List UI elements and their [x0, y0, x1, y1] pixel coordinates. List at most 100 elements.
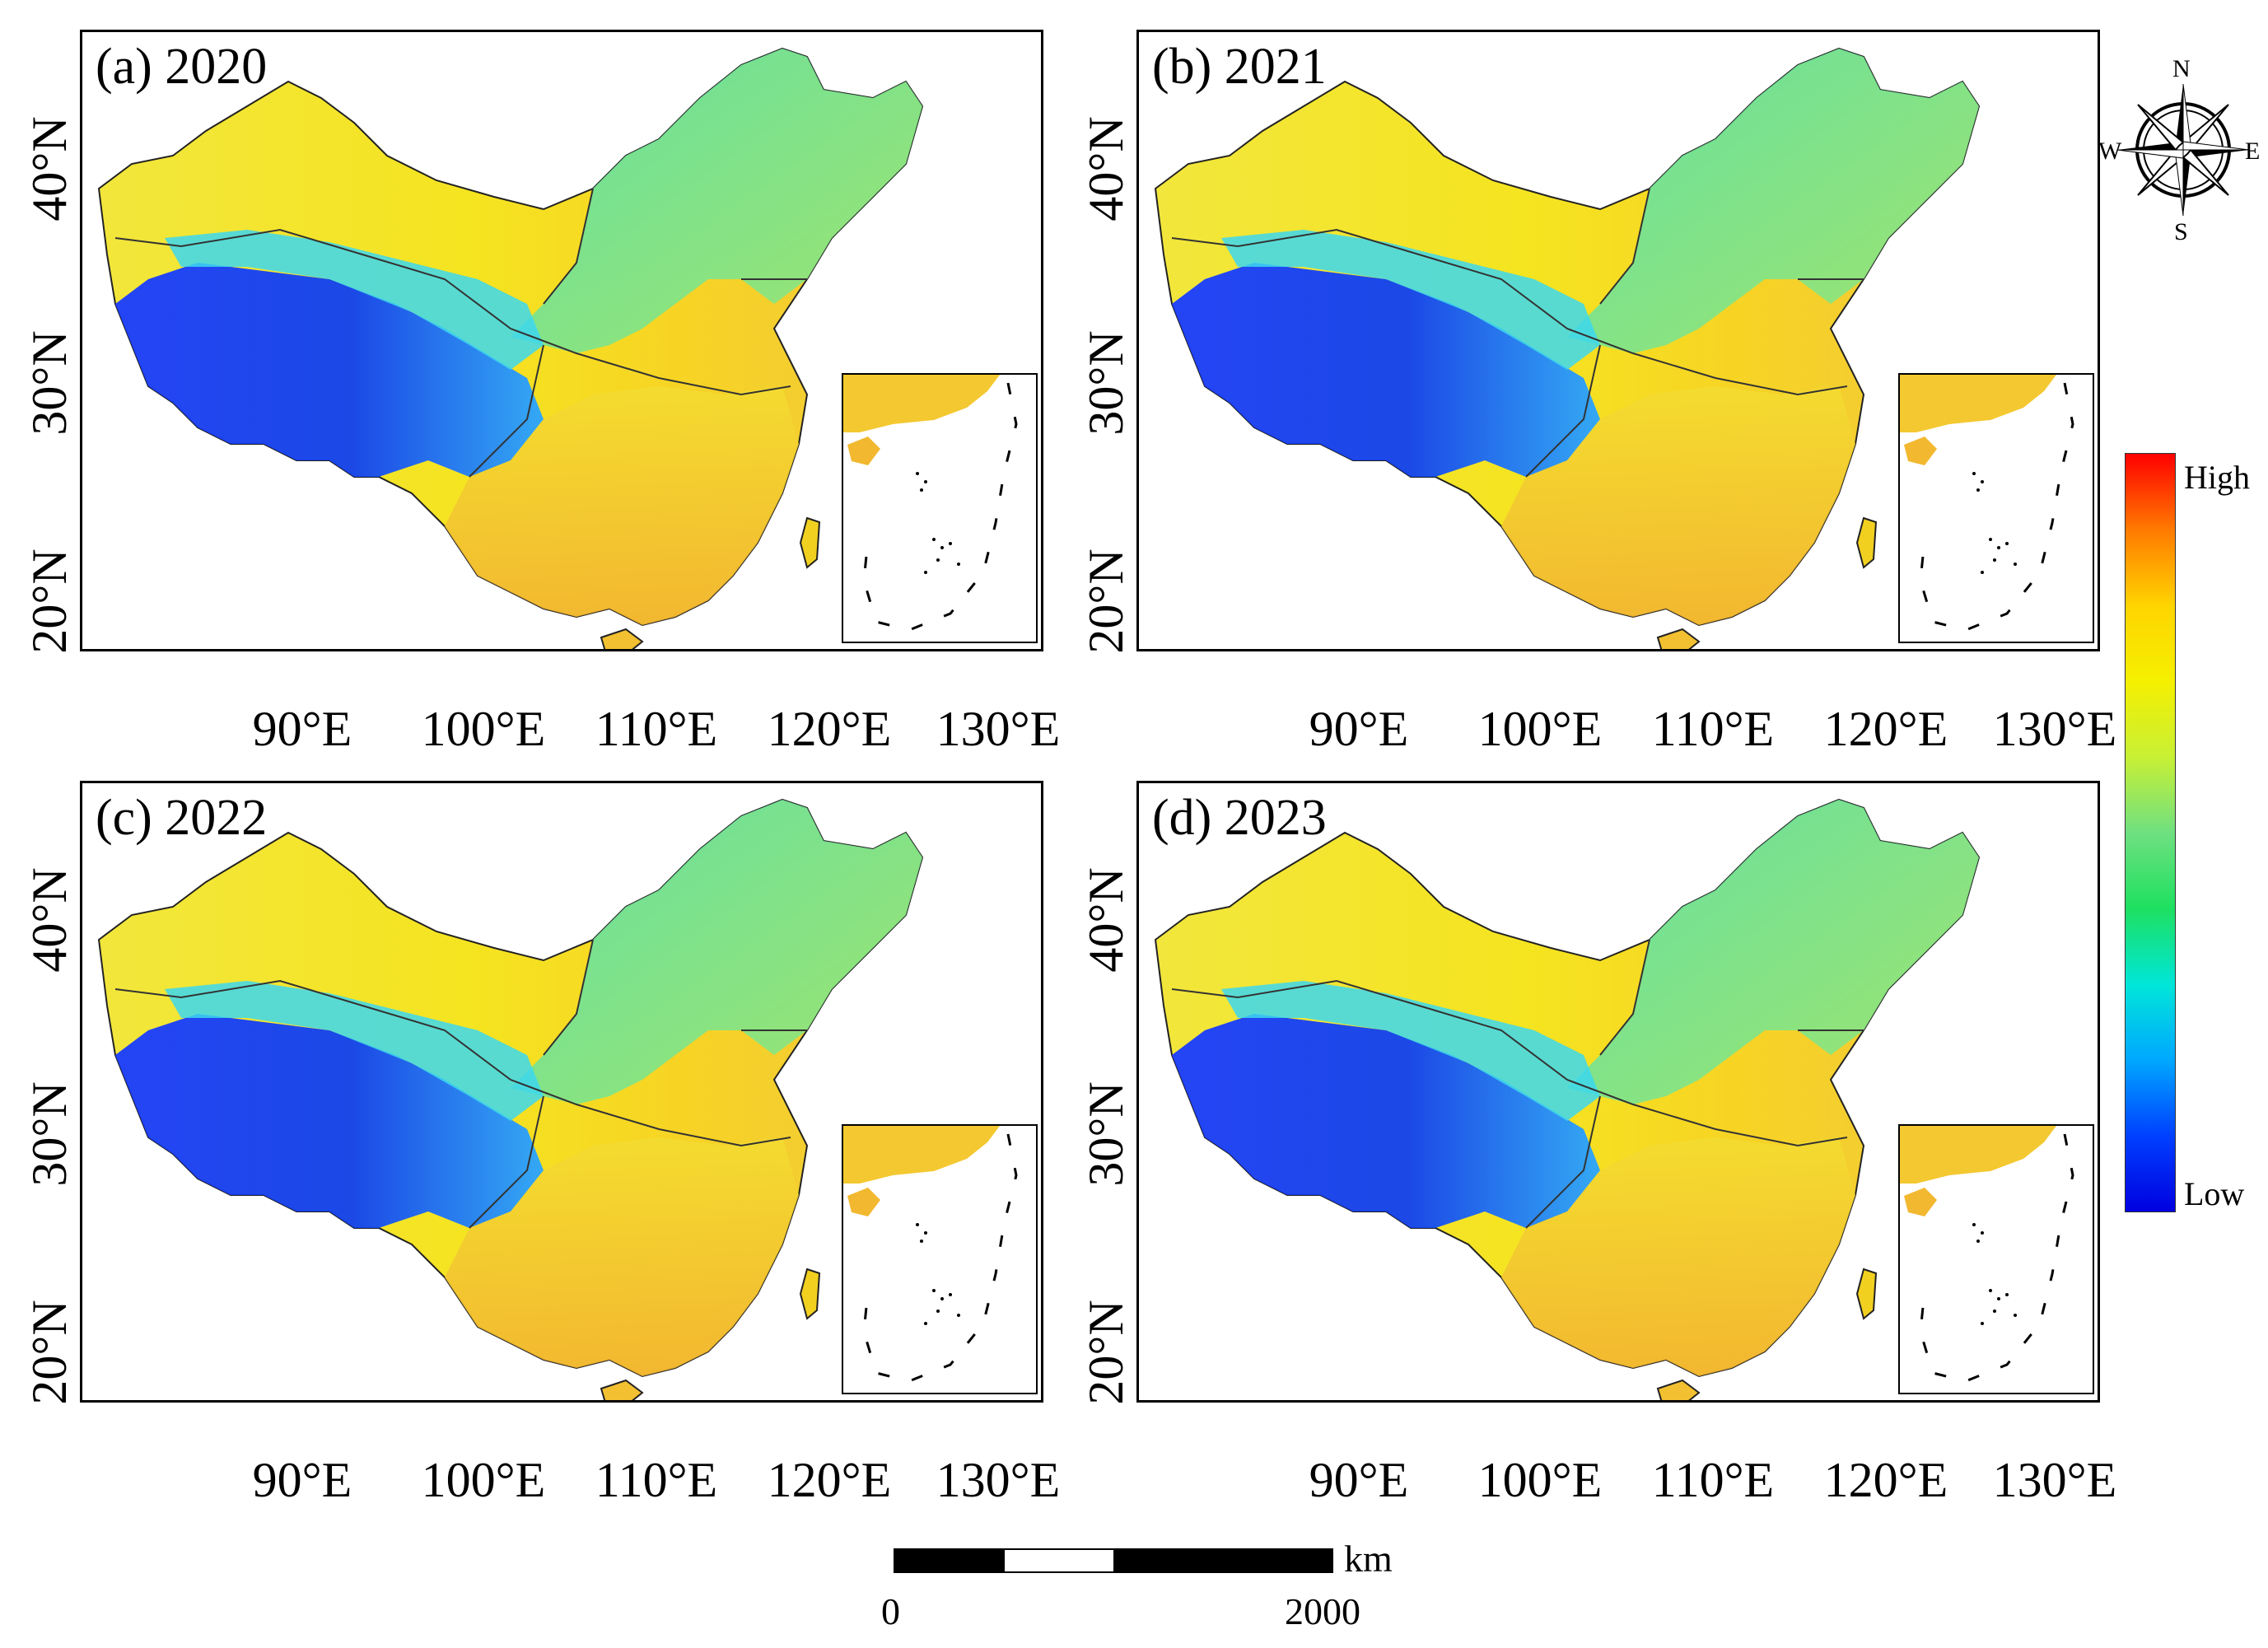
lon-label-130e: 130°E [936, 1453, 1061, 1507]
taiwan-island [1855, 1268, 1878, 1320]
west-label: W [2098, 138, 2122, 165]
northeast-region [511, 49, 922, 353]
inset-islands [1972, 472, 2017, 574]
inset-land [843, 375, 1000, 432]
east-label: E [2245, 138, 2261, 165]
southern-region [1501, 1137, 1855, 1376]
northeast-region [1567, 49, 1979, 353]
panel-title: (a) 2020 [96, 39, 268, 95]
lat-label-30n: 30°N [1079, 330, 1133, 436]
map-panel-a: (a) 2020 [80, 30, 1043, 651]
qaidam-band [1221, 981, 1600, 1121]
lon-label-100e: 100°E [421, 1453, 546, 1507]
lon-label-110e: 110°E [1651, 702, 1775, 756]
lat-label-40n: 40°N [1079, 116, 1133, 222]
south-china-sea-inset [1898, 373, 2094, 643]
color-ramp-legend [2125, 453, 2176, 1212]
hainan-island [1656, 628, 1701, 649]
tibet-plateau-region [1172, 1014, 1600, 1228]
scale-bar-segment [895, 1550, 1005, 1571]
north-label: N [2172, 55, 2191, 82]
region-boundary [1171, 939, 1864, 1229]
panel-title: (b) 2021 [1152, 39, 1327, 95]
lon-label-130e: 130°E [1992, 702, 2117, 756]
lat-label-40n: 40°N [22, 116, 77, 222]
taiwan-island [799, 516, 821, 569]
northeast-region [1567, 800, 1979, 1104]
scale-bar [894, 1548, 1333, 1573]
lat-label-40n: 40°N [22, 867, 77, 973]
lon-label-100e: 100°E [421, 702, 546, 756]
region-boundary [114, 939, 807, 1229]
tibet-plateau-region [1172, 263, 1600, 477]
north-arrow: N S W E [2098, 55, 2260, 245]
lon-label-110e: 110°E [595, 1453, 718, 1507]
inset-land [1900, 375, 2056, 432]
china-map-d [1154, 798, 1981, 1400]
hainan-island [1656, 1379, 1701, 1400]
region-boundary [114, 188, 807, 478]
lon-label-130e: 130°E [1992, 1453, 2117, 1507]
scale-bar-segment [1004, 1550, 1113, 1571]
lon-label-90e: 90°E [252, 1453, 352, 1507]
south-label: S [2174, 218, 2188, 245]
lon-label-90e: 90°E [252, 702, 352, 756]
qaidam-band [165, 981, 544, 1121]
lat-label-30n: 30°N [22, 330, 77, 436]
lon-label-100e: 100°E [1477, 702, 1603, 756]
inset-nine-dash-line [862, 1133, 1018, 1383]
region-boundary [1171, 188, 1864, 478]
taiwan-island [1855, 516, 1878, 569]
inset-islands [1972, 1223, 2017, 1325]
inset-islands [916, 1223, 960, 1325]
china-map-a [97, 47, 924, 649]
lat-label-30n: 30°N [22, 1081, 77, 1187]
scale-start-label: 0 [881, 1590, 900, 1632]
china-map-c [97, 798, 924, 1400]
lon-label-90e: 90°E [1309, 702, 1409, 756]
lat-label-20n: 20°N [22, 549, 77, 654]
lon-label-100e: 100°E [1477, 1453, 1603, 1507]
compass-rose-icon [2116, 83, 2250, 217]
map-panel-d: (d) 2023 [1136, 781, 2100, 1403]
lat-label-20n: 20°N [1079, 549, 1133, 654]
lat-label-20n: 20°N [22, 1300, 77, 1405]
inset-islands [916, 472, 960, 574]
china-map-b [1154, 47, 1981, 649]
lat-label-40n: 40°N [1079, 867, 1133, 973]
lon-label-120e: 120°E [767, 1453, 892, 1507]
map-panel-c: (c) 2022 [80, 781, 1043, 1403]
scale-end-label: 2000 [1285, 1590, 1360, 1632]
lat-label-20n: 20°N [1079, 1300, 1133, 1405]
qaidam-band [1221, 230, 1600, 370]
southern-region [1501, 386, 1855, 625]
south-china-sea-inset [1898, 1124, 2094, 1394]
legend-low-label: Low [2184, 1175, 2245, 1212]
lon-label-90e: 90°E [1309, 1453, 1409, 1507]
inset-nine-dash-line [1919, 382, 2074, 632]
southern-region [445, 386, 799, 625]
south-china-sea-inset [842, 373, 1038, 643]
inset-land [1900, 1126, 2056, 1183]
lon-label-120e: 120°E [767, 702, 892, 756]
tibet-plateau-region [115, 263, 544, 477]
northeast-region [511, 800, 922, 1104]
qaidam-band [165, 230, 544, 370]
scale-bar-segment [1113, 1550, 1332, 1571]
hainan-island [600, 628, 644, 649]
scale-unit: km [1344, 1538, 1393, 1580]
panel-title: (c) 2022 [96, 790, 268, 846]
inset-land [843, 1126, 1000, 1183]
tibet-plateau-region [115, 1014, 544, 1228]
hainan-island [600, 1379, 644, 1400]
panel-title: (d) 2023 [1152, 790, 1327, 846]
map-panel-b: (b) 2021 [1136, 30, 2100, 651]
lon-label-120e: 120°E [1823, 702, 1948, 756]
inset-hainan [1904, 437, 1937, 465]
lon-label-120e: 120°E [1823, 1453, 1948, 1507]
lat-label-30n: 30°N [1079, 1081, 1133, 1187]
inset-nine-dash-line [862, 382, 1018, 632]
legend-high-label: High [2184, 459, 2250, 496]
lon-label-110e: 110°E [1651, 1453, 1775, 1507]
lon-label-110e: 110°E [595, 702, 718, 756]
